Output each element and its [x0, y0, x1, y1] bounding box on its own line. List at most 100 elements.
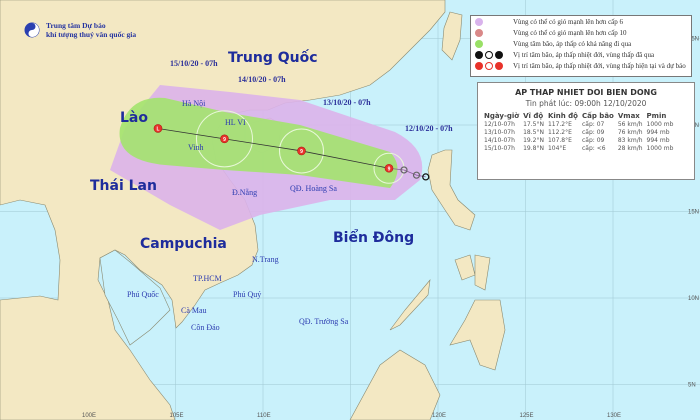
borneo [349, 349, 441, 420]
place-da-nang: Đ.Nẵng [232, 188, 257, 197]
purple-zone-icon [475, 17, 483, 26]
place-phu-quoc: Phú Quốc [127, 290, 159, 299]
forecast-table: AP THAP NHIET DOI BIEN DONG Tin phát lúc… [477, 82, 695, 180]
cell-level: cấp: 09 [582, 128, 605, 136]
legend-label: Vùng tâm bão, áp thấp có khả năng đi qua [513, 39, 632, 48]
lon-tick-label: 105E [170, 413, 184, 419]
lon-tick-label: 120E [432, 413, 446, 419]
col-pmin: Pmin [646, 112, 667, 120]
legend-label: Vị trí tâm bão, áp thấp nhiệt đới, vùng … [513, 61, 686, 70]
red-zone-icon [475, 28, 483, 37]
cell-level: cấp: <6 [582, 144, 606, 152]
legend-item-wind-6: Vùng có thể có gió mạnh lên hơn cấp 6 [471, 16, 691, 27]
green-zone-icon [475, 39, 483, 48]
uncertainty-circle [196, 110, 253, 168]
place-phu-quy: Phú Quý [233, 290, 261, 299]
labels: Trung Quốc Lào Thái Lan Campuchia Biển Đ… [90, 49, 453, 332]
cell-pmin: 1000 mb [646, 144, 674, 152]
storm-symbol-icon [475, 61, 483, 70]
col-time: Ngày-giờ [484, 112, 520, 120]
legend-item-past: Vị trí tâm bão, áp thấp nhiệt đới, vùng … [471, 49, 691, 60]
storm-symbol-icon [475, 50, 483, 59]
agency-logo: Trung tâm Dự báo khí tượng thuỷ văn quốc… [24, 21, 136, 39]
lon-tick-label: 110E [257, 413, 271, 419]
place-tp-hcm: TP.HCM [193, 274, 222, 283]
luzon [427, 149, 476, 231]
lon-tick-label: 100E [82, 413, 96, 419]
cell-level: cấp: 07 [582, 120, 605, 128]
label-thailand: Thái Lan [90, 178, 157, 194]
cell-pmin: 1000 mb [646, 120, 674, 128]
legend-label: Vị trí tâm bão, áp thấp nhiệt đới, vùng … [513, 50, 655, 59]
lon-tick-label: 130E [607, 413, 621, 419]
marker-glyph: 9 [300, 149, 303, 155]
label-cambodia: Campuchia [140, 236, 227, 252]
uncertainty-circle [373, 152, 405, 184]
depression-ring-icon [485, 61, 493, 70]
lat-tick-label: 15N [688, 210, 699, 216]
place-vinh: Vinh [188, 143, 204, 152]
cell-lat: 19.2°N [523, 136, 544, 144]
table-row: 15/10-07h 19.8°N 104°E cấp: <6 28 km/h 1000 m… [482, 144, 675, 152]
label-bien-dong: Biển Đông [333, 229, 414, 246]
cell-time: 15/10-07h [484, 144, 515, 152]
cell-vmax: 83 km/h [617, 136, 643, 144]
legend-label: Vùng có thể có gió mạnh lên hơn cấp 10 [513, 28, 627, 37]
lon-tick-label: 125E [520, 413, 534, 419]
map-legend: Vùng có thể có gió mạnh lên hơn cấp 6 Vù… [470, 15, 692, 77]
lat-tick-label: 10N [688, 296, 699, 302]
label-china: Trung Quốc [228, 49, 318, 66]
place-hoang-sa: QĐ. Hoàng Sa [290, 184, 337, 193]
place-ha-noi: Hà Nội [182, 99, 206, 108]
place-ca-mau: Cà Mau [181, 306, 207, 315]
track-cone-green [119, 97, 398, 188]
forecast-track-line [157, 128, 390, 169]
place-hl-vi: HL VI [225, 118, 246, 127]
issued-time: Tin phát lúc: 09:00h 12/10/2020 [525, 99, 647, 108]
label-laos: Lào [120, 110, 148, 126]
place-con-dao: Côn Đảo [191, 323, 220, 332]
cell-lat: 18.5°N [523, 128, 544, 136]
cell-pmin: 994 mb [646, 128, 670, 136]
agency-emblem-icon [24, 22, 40, 38]
cell-lon: 112.2°E [547, 128, 572, 136]
cell-time: 13/10-07h [484, 128, 515, 136]
marker-glyph: 9 [223, 137, 226, 143]
storm-position-marker [297, 146, 306, 156]
cell-vmax: 56 km/h [617, 120, 643, 128]
agency-name-line2: khí tượng thuỷ văn quốc gia [46, 30, 137, 39]
low-symbol-icon [495, 61, 503, 70]
lat-tick-label: 25N [688, 37, 699, 43]
storm-position-marker [220, 134, 229, 144]
date-label-12-10: 12/10/20 - 07h [405, 124, 453, 133]
date-label-14-10: 14/10/20 - 07h [238, 75, 286, 84]
storm-track: 9 9 9 L [153, 110, 430, 184]
cell-time: 14/10-07h [484, 136, 515, 144]
forecast-title: AP THAP NHIET DOI BIEN DONG [515, 88, 657, 97]
legend-item-track-zone: Vùng tâm bão, áp thấp có khả năng đi qua [471, 38, 691, 49]
cell-pmin: 994 mb [646, 136, 670, 144]
cell-vmax: 76 km/h [617, 128, 643, 136]
cell-lat: 19.8°N [523, 144, 544, 152]
low-pressure-marker [153, 124, 163, 133]
legend-item-current: Vị trí tâm bão, áp thấp nhiệt đới, vùng … [471, 60, 691, 71]
gulf-of-thailand [99, 249, 171, 346]
forecast-cone [110, 85, 423, 230]
date-label-15-10: 15/10/20 - 07h [170, 59, 218, 68]
past-position-marker [422, 173, 430, 181]
uncertainty-circle [279, 128, 324, 174]
low-symbol-icon [495, 50, 503, 59]
table-row: 14/10-07h 19.2°N 107.8°E cấp: 09 83 km/h 994 … [482, 136, 675, 144]
lat-tick-label: 5N [688, 383, 696, 389]
cell-lon: 117.2°E [547, 120, 572, 128]
past-position-marker [400, 166, 408, 174]
cell-lon: 104°E [547, 144, 567, 152]
past-position-marker [412, 171, 421, 179]
col-lat: Vĩ độ [523, 112, 544, 120]
table-row: 13/10-07h 18.5°N 112.2°E cấp: 09 76 km/h 994 … [482, 128, 675, 136]
place-truong-sa: QĐ. Trường Sa [299, 317, 349, 326]
date-label-13-10: 13/10/20 - 07h [323, 98, 371, 107]
cell-time: 12/10-07h [484, 120, 515, 128]
cell-lat: 17.5°N [523, 120, 544, 128]
past-track-line [388, 167, 426, 178]
